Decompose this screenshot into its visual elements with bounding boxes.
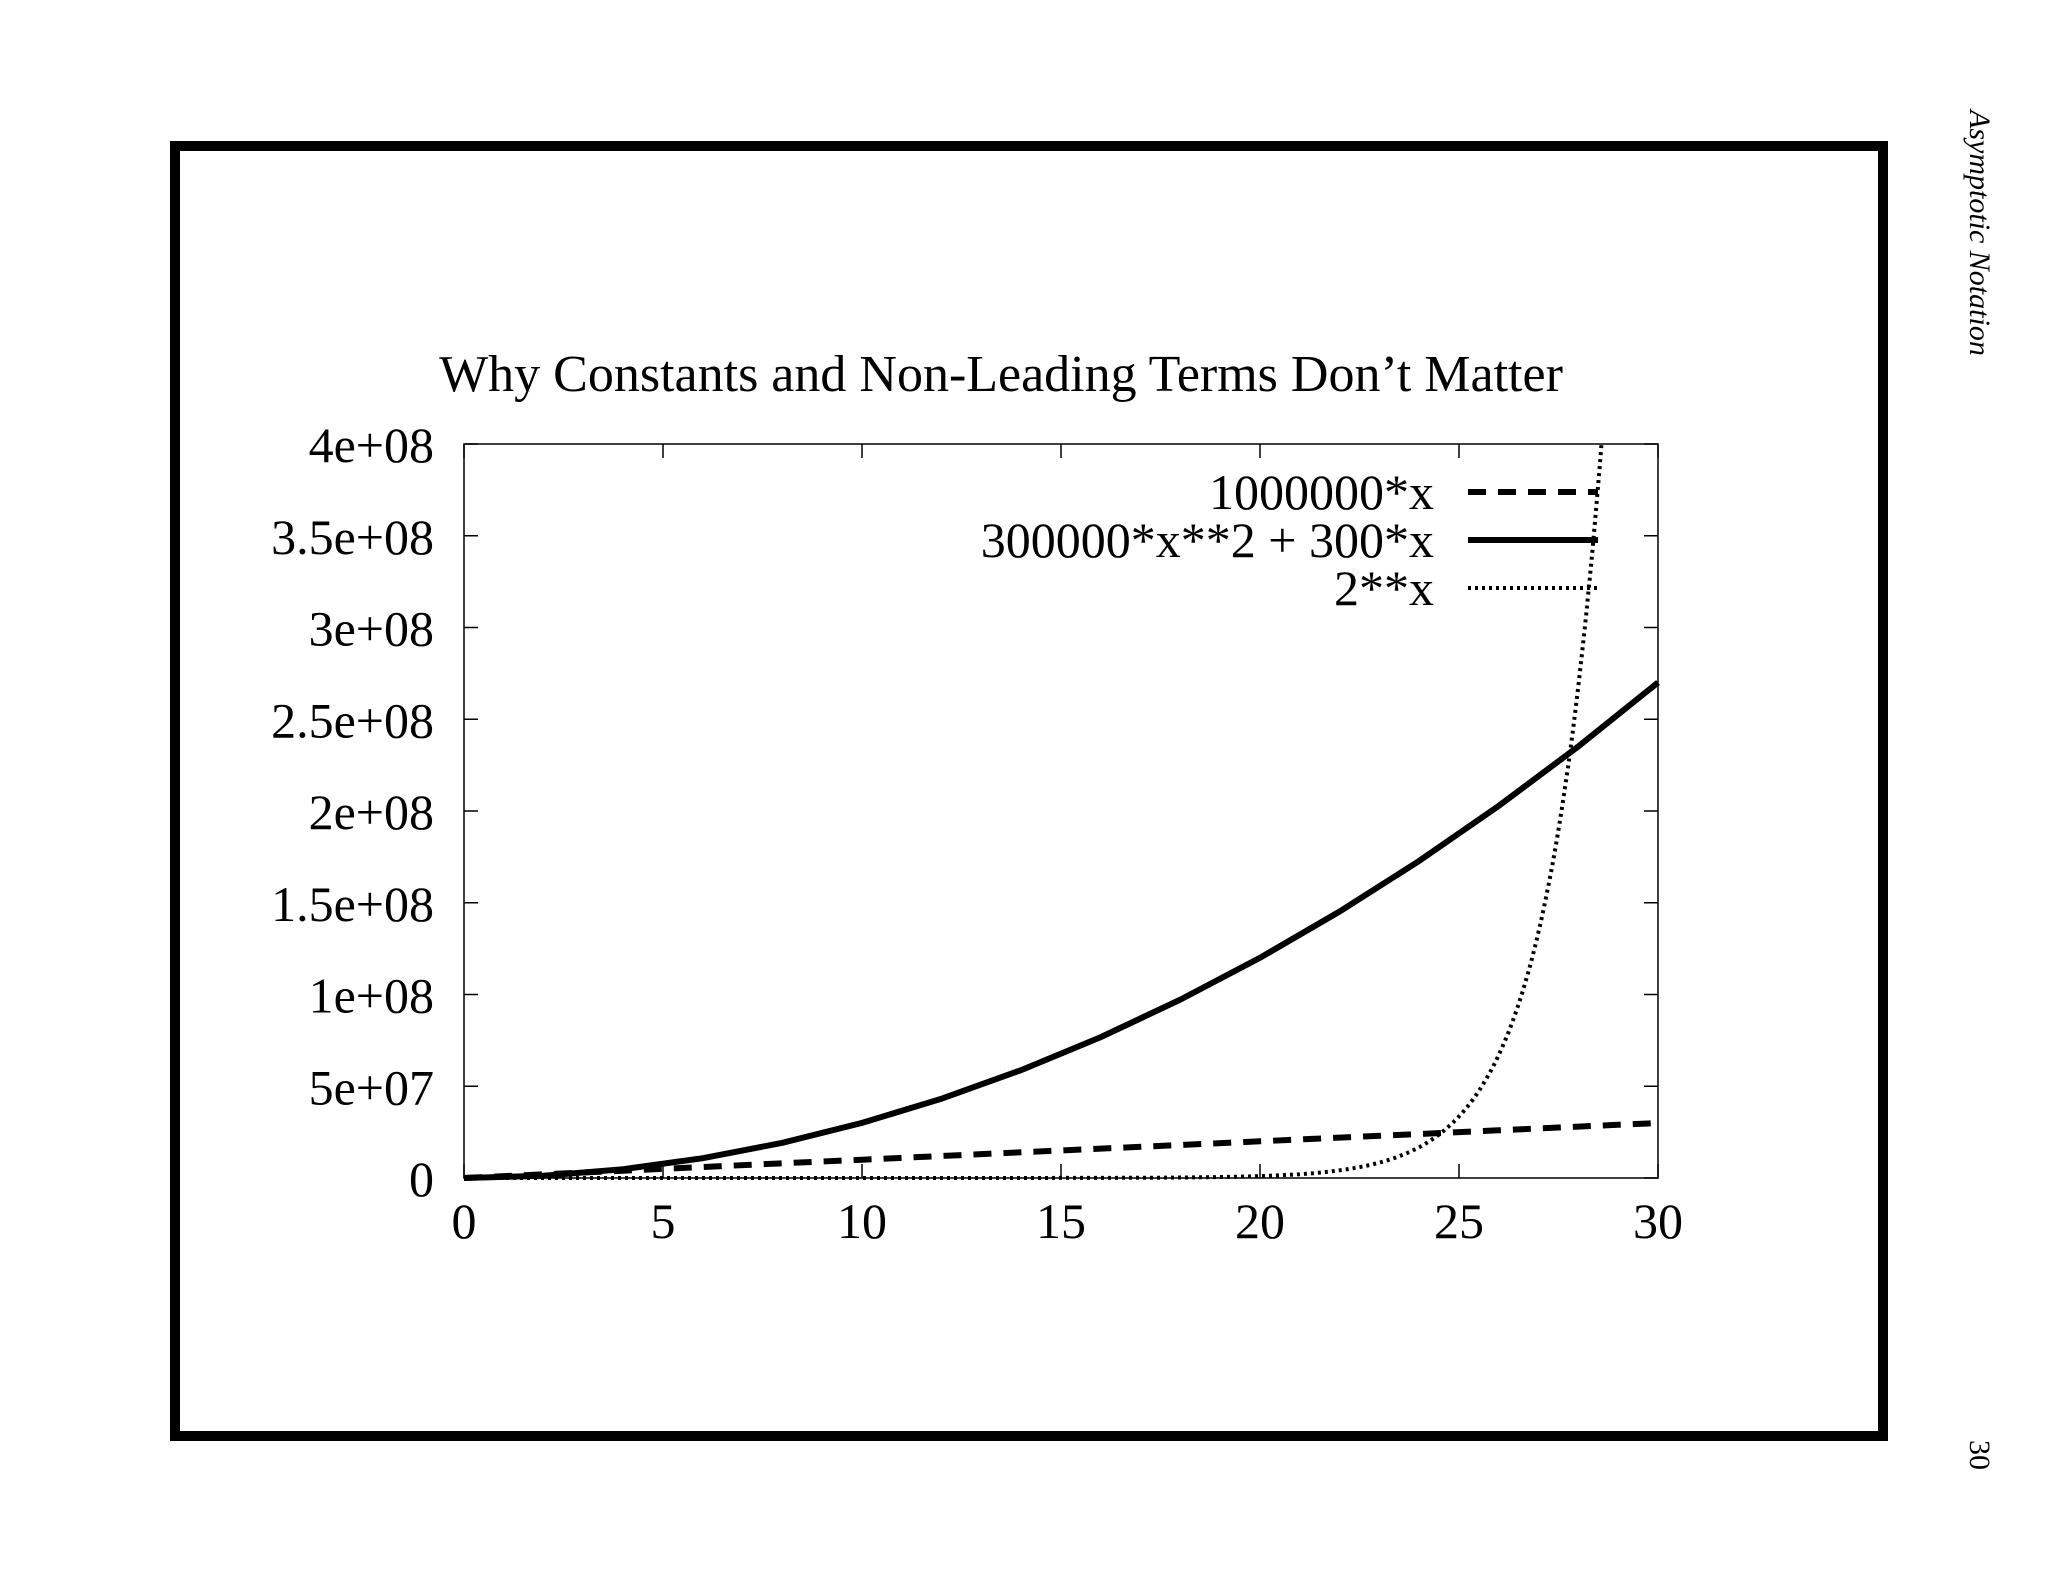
tick-labels: 0 5 10 15 20 25 30 0 5e+07 1e+08 1.5e+08 2e+08 2.5e+… xyxy=(271,417,1683,1249)
series-line-0 xyxy=(463,1120,1659,1181)
y-tick-label: 4e+08 xyxy=(309,417,434,473)
y-tick-label: 3.5e+08 xyxy=(271,509,434,565)
x-tick-label: 30 xyxy=(1633,1193,1683,1249)
y-tick-label: 5e+07 xyxy=(309,1059,434,1115)
series-lines xyxy=(463,443,1660,1181)
series-line-2 xyxy=(464,443,1604,1180)
slide-frame xyxy=(170,141,1888,1441)
x-tick-label: 20 xyxy=(1235,1193,1285,1249)
legend-label: 1000000*x xyxy=(1209,464,1434,520)
chart-title: Why Constants and Non-Leading Terms Don’… xyxy=(439,346,1563,403)
y-tick-label: 0 xyxy=(409,1151,434,1207)
side-title: Asymptotic Notation xyxy=(1963,110,1996,356)
y-tick-label: 1.5e+08 xyxy=(271,876,434,932)
legend-label: 300000*x**2 + 300*x xyxy=(981,512,1434,568)
y-tick-label: 2e+08 xyxy=(309,784,434,840)
x-tick-label: 25 xyxy=(1434,1193,1484,1249)
x-tick-label: 15 xyxy=(1036,1193,1086,1249)
x-tick-label: 5 xyxy=(651,1193,676,1249)
y-tick-label: 2.5e+08 xyxy=(271,692,434,748)
x-tick-label: 0 xyxy=(452,1193,477,1249)
legend-label: 2**x xyxy=(1334,560,1434,616)
x-tick-label: 10 xyxy=(837,1193,887,1249)
y-tick-label: 3e+08 xyxy=(309,601,434,657)
series-line-1 xyxy=(463,680,1660,1181)
y-tick-label: 1e+08 xyxy=(309,968,434,1024)
page-number: 30 xyxy=(1963,1440,1996,1470)
